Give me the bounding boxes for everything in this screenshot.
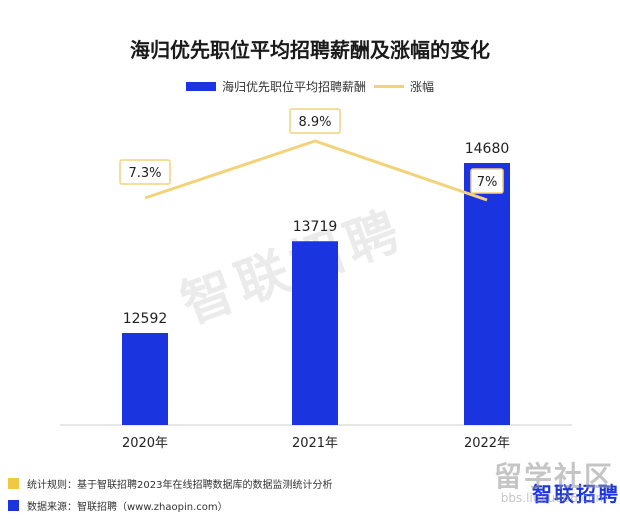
x-tick-label: 2020年 bbox=[122, 436, 168, 451]
legend-item-salary: 海归优先职位平均招聘薪酬 bbox=[185, 78, 366, 95]
legend-label-growth: 涨幅 bbox=[410, 80, 435, 94]
bar bbox=[464, 163, 510, 425]
footer-rule-text: 统计规则：基于智联招聘2023年在线招聘数据库的数据监测统计分析 bbox=[27, 480, 333, 491]
legend-label-salary: 海归优先职位平均招聘薪酬 bbox=[221, 80, 366, 94]
bar-value-label: 12592 bbox=[123, 311, 168, 327]
footer-source-text: 数据来源：智联招聘（www.zhaopin.com） bbox=[27, 502, 228, 513]
site-watermark: 留学社区 bbs.liuxue86.com bbox=[494, 455, 614, 505]
footer-rule: 统计规则：基于智联招聘2023年在线招聘数据库的数据监测统计分析 bbox=[8, 476, 332, 491]
growth-label-box bbox=[470, 168, 504, 194]
site-watermark-url: bbs.liuxue86.com bbox=[500, 491, 608, 505]
footer-source: 数据来源：智联招聘（www.zhaopin.com） bbox=[8, 498, 228, 513]
legend-swatch-growth bbox=[374, 85, 404, 88]
legend-item-growth: 涨幅 bbox=[374, 78, 434, 95]
site-watermark-name: 留学社区 bbox=[493, 460, 614, 493]
footer-source-swatch bbox=[8, 500, 19, 511]
x-tick-label: 2022年 bbox=[464, 436, 510, 451]
zhaopin-logo: 智联招聘 bbox=[532, 482, 620, 506]
chart-title: 海归优先职位平均招聘薪酬及涨幅的变化 bbox=[130, 38, 490, 62]
growth-label: 7% bbox=[477, 175, 498, 190]
legend-swatch-salary bbox=[185, 82, 216, 91]
growth-label: 8.9% bbox=[298, 115, 331, 130]
bar-value-label: 13719 bbox=[293, 219, 338, 235]
growth-label-box bbox=[119, 159, 171, 185]
bar bbox=[122, 333, 168, 425]
legend: 海归优先职位平均招聘薪酬 涨幅 bbox=[0, 78, 620, 95]
bar-value-label: 14680 bbox=[465, 141, 510, 157]
growth-line bbox=[144, 139, 488, 202]
bar bbox=[292, 241, 338, 425]
footer-rule-swatch bbox=[8, 478, 19, 489]
growth-label: 7.3% bbox=[128, 166, 161, 181]
growth-label-box bbox=[289, 108, 341, 134]
x-tick-label: 2021年 bbox=[292, 436, 338, 451]
